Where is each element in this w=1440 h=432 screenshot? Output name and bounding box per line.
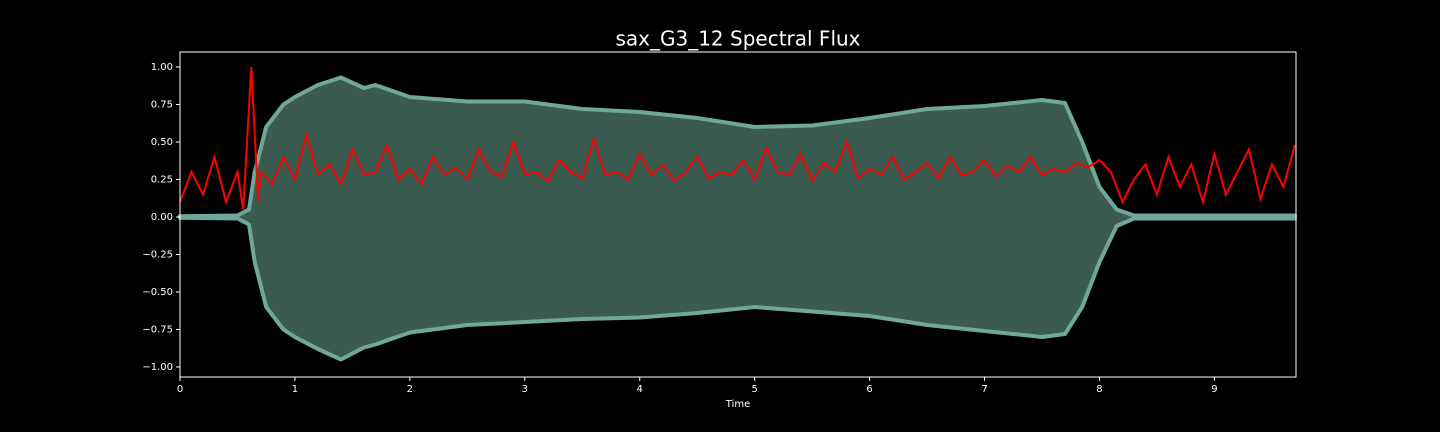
y-tick-label: −0.50 xyxy=(142,287,173,298)
flux-line xyxy=(179,66,1296,210)
y-tick-label: −1.00 xyxy=(142,362,173,373)
x-tick-label: 1 xyxy=(292,384,298,395)
plot-frame xyxy=(179,51,1297,378)
y-tick-label: 0.25 xyxy=(151,174,173,185)
x-tick-label: 5 xyxy=(751,384,757,395)
waveform xyxy=(178,75,1297,362)
x-tick-label: 2 xyxy=(407,384,413,395)
y-tick-label: 1.00 xyxy=(151,62,173,73)
y-tick-label: 0.75 xyxy=(151,99,173,110)
x-tick-label: 6 xyxy=(866,384,872,395)
chart-title: sax_G3_12 Spectral Flux xyxy=(615,27,860,51)
x-axis-label: Time xyxy=(725,399,750,410)
x-tick-label: 8 xyxy=(1096,384,1102,395)
y-tick-label: −0.75 xyxy=(142,324,173,335)
x-tick-label: 4 xyxy=(637,384,643,395)
x-tick-label: 9 xyxy=(1211,384,1217,395)
x-tick-label: 7 xyxy=(981,384,987,395)
x-tick-label: 3 xyxy=(522,384,528,395)
y-tick-label: 0.00 xyxy=(151,212,173,223)
x-tick-label: 0 xyxy=(177,384,183,395)
y-tick-label: 0.50 xyxy=(151,137,173,148)
y-tick-label: −0.25 xyxy=(142,249,173,260)
